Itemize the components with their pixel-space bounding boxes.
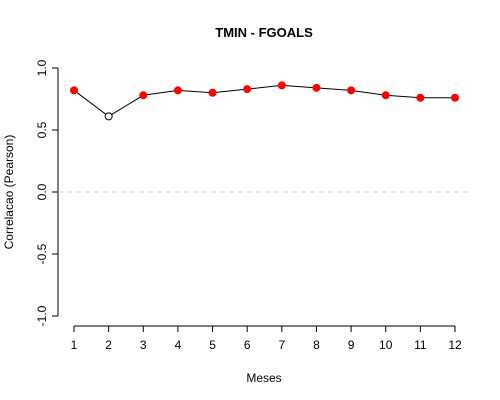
data-point [312, 83, 321, 92]
data-point-open [104, 112, 113, 121]
x-tick-label: 10 [379, 338, 393, 352]
data-point [139, 91, 148, 100]
x-tick-label: 8 [313, 338, 320, 352]
data-point [70, 86, 78, 95]
x-tick-label: 2 [105, 338, 112, 352]
data-point [347, 86, 356, 95]
y-axis-label: Correlacao (Pearson) [2, 135, 16, 250]
series-group [70, 81, 459, 121]
x-tick-label: 9 [348, 338, 355, 352]
chart-title: TMIN - FGOALS [215, 25, 313, 40]
x-tick-label: 12 [448, 338, 462, 352]
data-point [243, 85, 252, 94]
y-tick-label: 1.0 [35, 59, 49, 76]
data-point [381, 91, 390, 100]
y-tick-label: 0.0 [35, 183, 49, 200]
y-tick-label: 0.5 [35, 121, 49, 138]
series-line [73, 84, 455, 117]
x-tick-label: 4 [175, 338, 182, 352]
data-point [416, 93, 425, 102]
data-point [277, 81, 286, 90]
y-tick-label: -0.5 [35, 243, 49, 264]
data-point [208, 88, 217, 97]
x-axis-label: Meses [246, 371, 281, 385]
y-tick-label: -1.0 [35, 305, 49, 326]
x-tick-label: 1 [71, 338, 78, 352]
x-tick-label: 5 [209, 338, 216, 352]
data-point [173, 86, 182, 95]
x-tick-label: 11 [414, 338, 427, 352]
data-point [451, 93, 459, 102]
x-tick-label: 3 [140, 338, 147, 352]
axes: -1.0-0.50.00.51.01 2 3 4 5 6 7 8 9 10 11 12 [35, 59, 462, 352]
x-tick-label: 7 [278, 338, 285, 352]
x-tick-label: 6 [244, 338, 251, 352]
